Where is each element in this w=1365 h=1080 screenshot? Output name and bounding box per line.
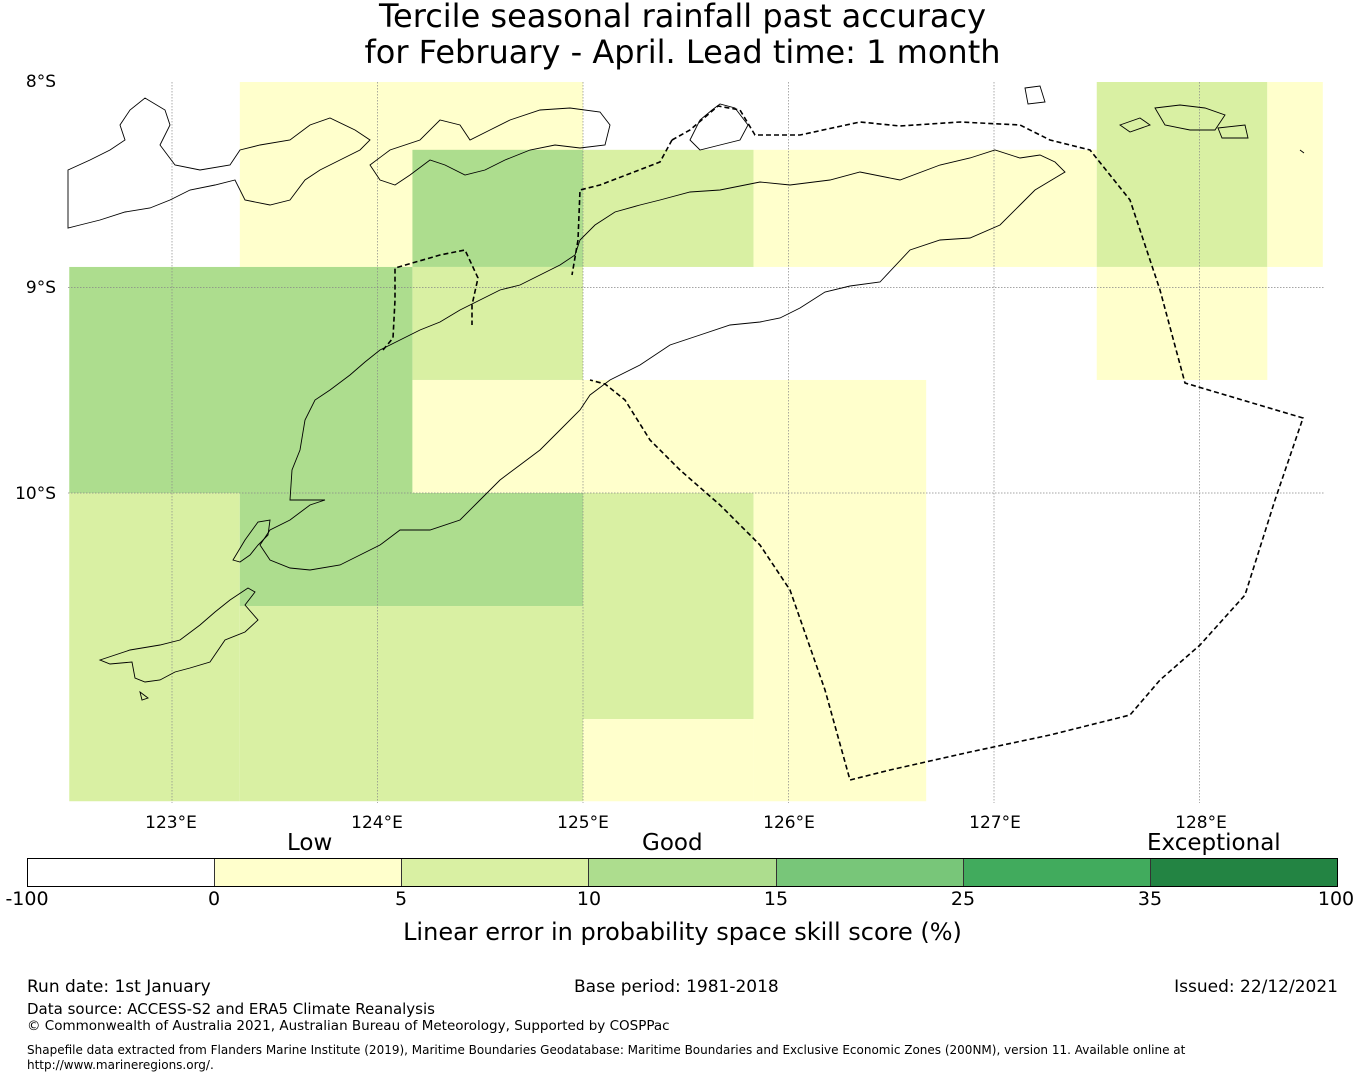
lon-label-128e: 128°E bbox=[1175, 813, 1227, 833]
skill-cell bbox=[753, 493, 927, 802]
graticule bbox=[68, 82, 1324, 803]
skill-cell bbox=[239, 493, 583, 607]
map-title-line2: for February - April. Lead time: 1 month bbox=[364, 33, 1001, 71]
colorbar-tick: 0 bbox=[207, 888, 221, 910]
skill-map bbox=[67, 82, 1324, 803]
lon-label-127e: 127°E bbox=[969, 813, 1021, 833]
colorbar-segment bbox=[402, 859, 590, 886]
copyright: © Commonwealth of Australia 2021, Austra… bbox=[27, 1018, 670, 1034]
colorbar-label: Linear error in probability space skill … bbox=[403, 918, 962, 946]
skill-cell bbox=[1096, 266, 1268, 380]
leti-coastline bbox=[1119, 104, 1249, 139]
colorbar-tick: 100 bbox=[1317, 888, 1355, 910]
lon-label-126e: 126°E bbox=[763, 813, 815, 833]
category-exceptional: Exceptional bbox=[1147, 830, 1281, 856]
colorbar-segment bbox=[963, 859, 1151, 886]
flores-coastline bbox=[67, 97, 371, 229]
colorbar-segment bbox=[215, 859, 403, 886]
run-date: Run date: 1st January bbox=[27, 977, 211, 997]
lon-label-125e: 125°E bbox=[557, 813, 609, 833]
colorbar-segment bbox=[1150, 859, 1337, 886]
skill-cell bbox=[239, 606, 583, 802]
skill-cell bbox=[583, 493, 754, 720]
kisar-coastline bbox=[1024, 85, 1046, 105]
lat-label-8s: 8°S bbox=[25, 72, 56, 92]
semau-coastline bbox=[232, 519, 271, 563]
rote-coastline bbox=[98, 587, 259, 683]
lat-label-9s: 9°S bbox=[25, 278, 56, 298]
colorbar bbox=[27, 858, 1338, 887]
skill-cell bbox=[583, 719, 754, 802]
colorbar-tick: 5 bbox=[394, 888, 408, 910]
colorbar-tick: 15 bbox=[763, 888, 789, 910]
timor-coastline bbox=[259, 149, 1066, 571]
wetar-coastline bbox=[689, 103, 749, 151]
skill-cell bbox=[412, 266, 583, 380]
data-source: Data source: ACCESS-S2 and ERA5 Climate … bbox=[27, 1000, 435, 1018]
colorbar-tick: 10 bbox=[576, 888, 602, 910]
lon-label-123e: 123°E bbox=[145, 813, 197, 833]
skill-cell bbox=[412, 149, 583, 267]
shapefile-credit-line1: Shapefile data extracted from Flanders M… bbox=[27, 1043, 1186, 1057]
coastline bbox=[67, 85, 1305, 701]
base-period: Base period: 1981-2018 bbox=[574, 977, 779, 997]
colorbar-tick: 35 bbox=[1137, 888, 1163, 910]
colorbar-segment bbox=[776, 859, 964, 886]
alor-coastline bbox=[369, 107, 611, 186]
colorbar-tick: -100 bbox=[5, 888, 49, 910]
colorbar-segment bbox=[589, 859, 777, 886]
maritime-boundary bbox=[382, 105, 1305, 781]
skill-cell bbox=[583, 149, 754, 267]
issued-date: Issued: 22/12/2021 bbox=[1174, 977, 1338, 997]
lat-label-10s: 10°S bbox=[15, 484, 56, 504]
skill-cell bbox=[412, 379, 927, 493]
map-title-line1: Tercile seasonal rainfall past accuracy bbox=[378, 0, 987, 35]
skill-cells bbox=[69, 82, 1323, 802]
category-low: Low bbox=[287, 830, 333, 856]
shapefile-credit-line2: http://www.marineregions.org/. bbox=[27, 1058, 214, 1072]
skill-cell bbox=[753, 149, 1097, 267]
colorbar-tick: 25 bbox=[950, 888, 976, 910]
skill-cell bbox=[1096, 82, 1268, 267]
lon-label-124e: 124°E bbox=[351, 813, 403, 833]
category-good: Good bbox=[642, 830, 703, 856]
colorbar-segment bbox=[28, 859, 216, 886]
skill-cell bbox=[69, 266, 413, 493]
skill-cell bbox=[1267, 82, 1323, 267]
skill-cell bbox=[69, 493, 240, 802]
